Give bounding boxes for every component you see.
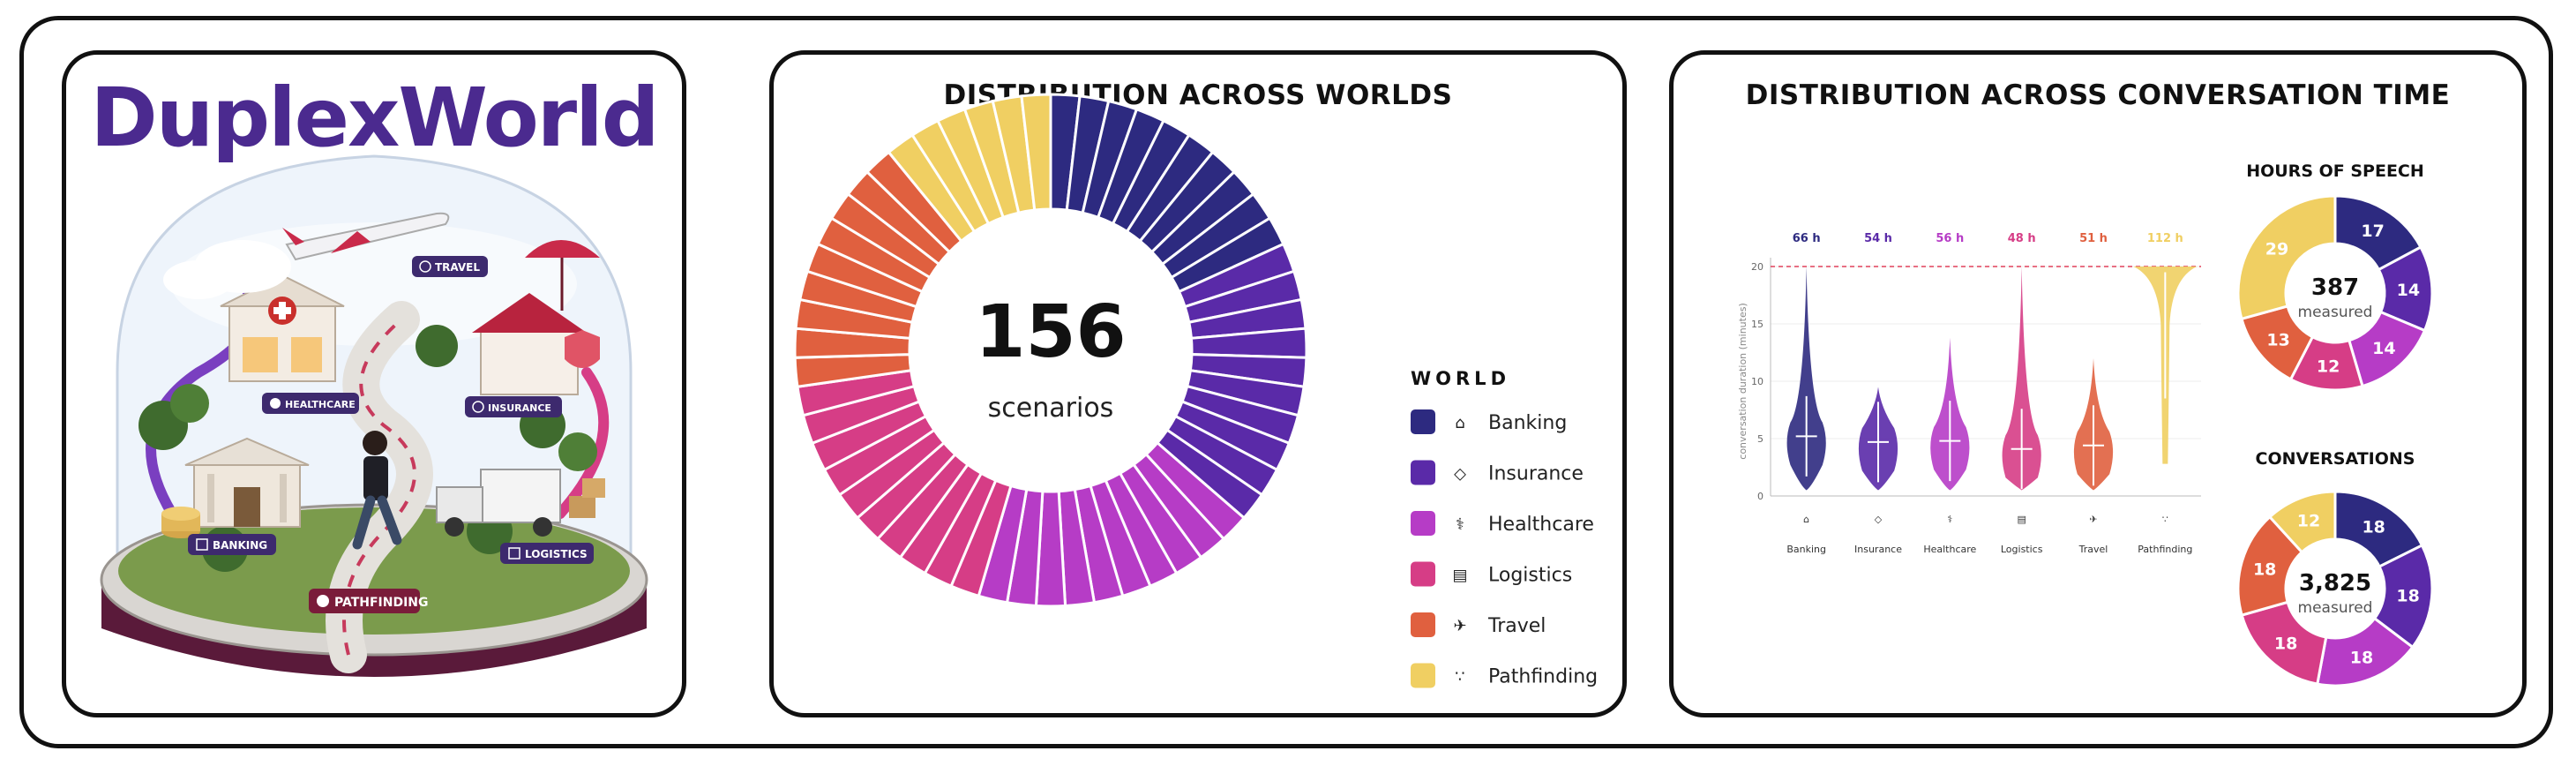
worlds-center-label: scenarios [988,393,1114,424]
sign-insurance: INSURANCE [465,396,562,417]
legend-label-insurance: Insurance [1488,463,1584,485]
hours-of-speech-value-banking: 17 [2361,222,2384,241]
legend-label-travel: Travel [1487,615,1546,637]
y-tick-label: 10 [1751,376,1764,387]
hours-label-banking: 66 h [1793,232,1821,245]
x-tick-label-banking: Banking [1786,544,1826,555]
x-tick-label-insurance: Insurance [1854,544,1902,555]
conversations-value-banking: 18 [2362,517,2385,537]
sign-pathfinding: PATHFINDING [309,589,429,613]
hours-of-speech-slice-pathfinding [2236,194,2337,321]
conversations-center-label: measured [2298,599,2373,617]
legend-swatch-healthcare [1411,511,1435,536]
bank-icon: ⌂ [1803,514,1809,525]
legend-swatch-banking [1411,409,1435,434]
logistics-truck [436,469,605,537]
dome-base [101,584,647,677]
footsteps-icon: ∵ [2162,514,2168,525]
conversations-center-value: 3,825 [2299,570,2371,597]
legend-label-banking: Banking [1488,412,1567,434]
hours-of-speech-center-value: 387 [2311,274,2359,301]
conversations-value-travel: 18 [2253,559,2276,579]
hours-of-speech-value-pathfinding: 29 [2265,240,2288,259]
svg-text:HEALTHCARE: HEALTHCARE [285,399,356,410]
sign-travel: TRAVEL [412,256,488,277]
healthcare-building [220,274,345,382]
svg-text:PATHFINDING: PATHFINDING [334,596,429,610]
footsteps-icon: ∵ [1455,668,1464,687]
hours-label-pathfinding: 112 h [2147,232,2183,245]
hours-label-insurance: 54 h [1864,232,1892,245]
plane-icon: ✈ [2089,514,2097,525]
walking-person [352,431,402,550]
sign-banking: BANKING [188,534,276,555]
legend-label-healthcare: Healthcare [1488,514,1594,536]
hours-label-logistics: 48 h [2008,232,2036,245]
sign-logistics: LOGISTICS [500,543,594,564]
worlds-center-value: 156 [975,290,1126,374]
stethoscope-icon: ⚕ [1947,514,1952,525]
legend-swatch-pathfinding [1411,663,1435,688]
bank-icon: ⌂ [1455,414,1464,432]
legend-label-logistics: Logistics [1488,565,1572,587]
y-tick-label: 15 [1751,319,1764,330]
illustration-panel: DuplexWorld [62,50,686,717]
hours-of-speech-value-healthcare: 14 [2372,339,2395,358]
hours-of-speech-center-label: measured [2298,304,2373,321]
shield-icon: ◇ [1875,514,1883,525]
svg-text:INSURANCE: INSURANCE [488,402,551,414]
y-tick-label: 0 [1757,491,1764,502]
y-tick-label: 5 [1757,433,1764,445]
svg-text:BANKING: BANKING [213,539,267,552]
hours-label-travel: 51 h [2079,232,2108,245]
world-illustration: TRAVEL HEALTHCARE INSURANCE BANKING LOGI… [100,154,648,677]
violin-logistics [2002,267,2041,491]
hours-of-speech-value-insurance: 14 [2397,281,2420,300]
time-charts: 0 5 10 15 20 conversation duration (minutes) 6… [1737,161,2434,687]
brand-title: DuplexWorld [90,71,659,165]
donut-slice-pathfinding [1020,93,1052,212]
svg-text:TRAVEL: TRAVEL [435,261,480,274]
plane-icon: ✈ [1453,617,1466,635]
time-title: DISTRIBUTION ACROSS CONVERSATION TIME [1745,79,2451,111]
conversations-value-healthcare: 18 [2350,648,2373,667]
worlds-panel: DISTRIBUTION ACROSS WORLDS 156 scenarios… [769,50,1627,717]
figure-frame [19,16,2553,748]
legend-swatch-logistics [1411,561,1435,587]
time-panel: DISTRIBUTION ACROSS CONVERSATION TIME 0 5… [1669,50,2527,717]
conversations-value-logistics: 18 [2274,634,2297,653]
violin-banking [1786,267,1826,491]
worlds-donut-chart: 156 scenarios WORLD ⌂ Banking ◇ Insurance ⚕ H… [793,93,1598,688]
legend-swatch-travel [1411,612,1435,637]
legend-label-pathfinding: Pathfinding [1488,666,1598,688]
hours-of-speech-value-travel: 13 [2266,330,2289,349]
legend-title: WORLD [1411,368,1510,389]
violin-chart: 0 5 10 15 20 conversation duration (minutes) 6… [1737,232,2201,555]
hours-of-speech-value-logistics: 12 [2317,357,2340,377]
y-tick-label: 20 [1751,261,1764,273]
x-tick-label-travel: Travel [2078,544,2108,555]
legend-swatch-insurance [1411,460,1435,485]
hours-label-healthcare: 56 h [1936,232,1964,245]
conversations-slice-pathfinding [2267,490,2337,554]
truck-icon: ▤ [1452,567,1467,585]
conversations-title: CONVERSATIONS [2256,449,2415,469]
x-tick-label-logistics: Logistics [2001,544,2043,555]
y-axis-label: conversation duration (minutes) [1737,303,1749,459]
airplane [163,212,450,299]
insurance-house [472,240,600,395]
hours-title: HOURS OF SPEECH [2246,161,2424,181]
svg-text:LOGISTICS: LOGISTICS [525,548,588,560]
conversations-value-pathfinding: 12 [2297,512,2320,531]
truck-icon: ▤ [2017,514,2026,525]
bank-building [161,437,310,538]
conversations-value-insurance: 18 [2396,587,2419,606]
x-tick-label-pathfinding: Pathfinding [2138,544,2192,555]
stethoscope-icon: ⚕ [1456,515,1464,534]
shield-icon: ◇ [1454,465,1466,484]
x-tick-label-healthcare: Healthcare [1923,544,1976,555]
sign-healthcare: HEALTHCARE [262,393,359,414]
